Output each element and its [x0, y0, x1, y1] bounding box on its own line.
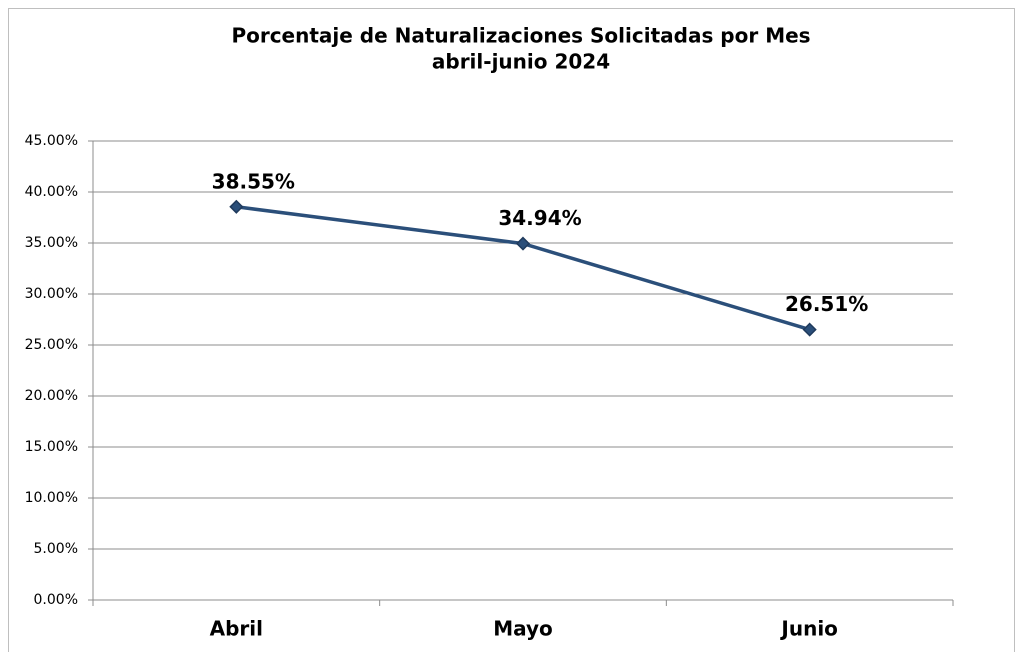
data-label: 34.94%	[498, 206, 581, 230]
y-tick-label: 35.00%	[25, 235, 78, 251]
data-point	[802, 322, 817, 337]
y-tick-label: 45.00%	[25, 133, 78, 149]
x-tick-label: Abril	[210, 617, 263, 641]
y-tick-label: 20.00%	[25, 388, 78, 404]
data-label: 38.55%	[212, 169, 295, 193]
y-tick-label: 15.00%	[25, 439, 78, 455]
y-tick-label: 40.00%	[25, 184, 78, 200]
data-point	[515, 236, 531, 251]
y-tick-label: 10.00%	[25, 490, 78, 506]
data-point	[229, 199, 244, 214]
x-tick-label: Junio	[779, 617, 838, 641]
y-tick-label: 30.00%	[25, 286, 78, 302]
chart-title: Porcentaje de Naturalizaciones Solicitad…	[231, 24, 810, 48]
y-tick-label: 0.00%	[34, 592, 78, 608]
data-label: 26.51%	[785, 292, 868, 316]
x-tick-label: Mayo	[493, 617, 553, 641]
chart-frame	[8, 8, 1015, 652]
y-tick-label: 5.00%	[34, 541, 78, 557]
y-tick-label: 25.00%	[25, 337, 78, 353]
chart-subtitle: abril-junio 2024	[432, 50, 610, 74]
